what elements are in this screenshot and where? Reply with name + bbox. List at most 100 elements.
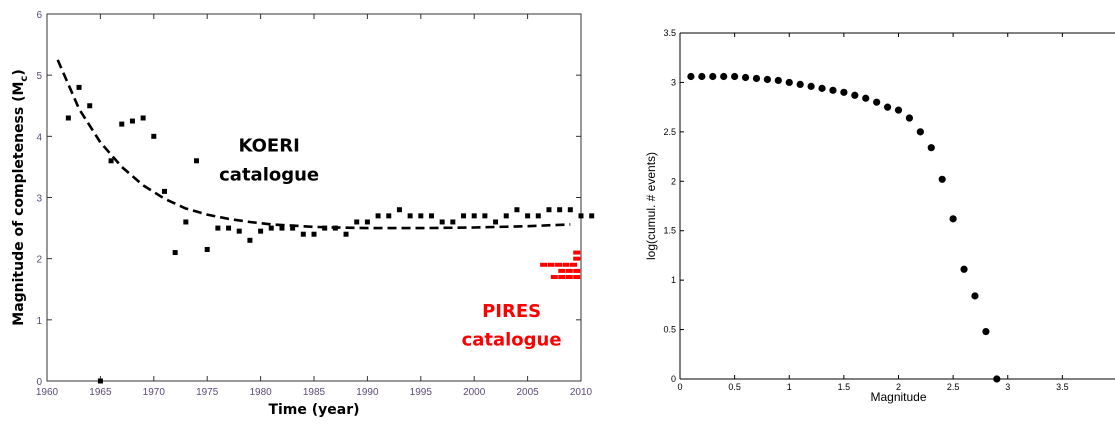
fit-curve <box>56 59 571 230</box>
x-tick-label: 1960 <box>36 387 59 398</box>
y-tick-label: 4 <box>36 132 42 143</box>
y-tick-label: 5 <box>36 71 42 82</box>
data-point <box>354 219 360 225</box>
data-point <box>567 207 573 213</box>
data-point <box>290 225 296 231</box>
data-point <box>386 213 392 219</box>
data-point <box>720 72 728 81</box>
data-point <box>960 265 968 273</box>
data-point <box>194 158 200 164</box>
data-point <box>300 231 306 237</box>
pires-point <box>565 268 573 273</box>
data-point <box>546 207 552 213</box>
data-point <box>268 225 274 231</box>
pires-point <box>555 262 563 267</box>
data-point <box>418 213 424 219</box>
data-point <box>407 213 413 219</box>
y-tick-label: 1.5 <box>663 226 676 236</box>
x-tick-label: 3.5 <box>1056 382 1069 392</box>
cumulative-chart: 0 0.5 1 1.5 2 2.5 3 3.5 0 0.5 1 1.5 2 2.5 3 3.5 Magnitud… <box>644 28 1115 404</box>
data-point <box>862 94 870 102</box>
data-point <box>493 219 499 225</box>
data-point <box>514 207 520 213</box>
x-axis-label: Magnitude <box>870 390 926 404</box>
data-point <box>785 78 793 87</box>
data-point <box>589 213 595 219</box>
data-point <box>535 213 541 219</box>
data-point <box>396 207 402 213</box>
data-point <box>818 84 826 92</box>
data-point <box>503 213 509 219</box>
y-axis-label-sub: c <box>19 76 30 82</box>
data-point <box>76 84 82 90</box>
x-tick-label: 0 <box>677 382 682 392</box>
x-tick-label: 2005 <box>516 387 539 398</box>
pires-point <box>573 256 581 261</box>
y-tick-label: 1 <box>671 275 676 285</box>
x-tick-label: 1965 <box>89 387 112 398</box>
data-point <box>938 175 946 183</box>
y-axis-label-main: Magnitude of completeness (M <box>11 82 27 326</box>
data-point <box>873 98 881 106</box>
x-tick-label: 2 <box>896 382 901 392</box>
data-point <box>151 133 157 139</box>
data-point <box>247 237 253 243</box>
y-tick-label: 0.5 <box>663 325 676 335</box>
data-point <box>364 219 370 225</box>
data-point <box>311 231 317 237</box>
data-point <box>741 73 750 82</box>
data-point <box>129 118 135 124</box>
x-tick-label: 1970 <box>143 387 166 398</box>
data-point <box>450 219 456 225</box>
data-point <box>883 103 892 111</box>
data-point <box>698 72 706 81</box>
pires-point <box>573 275 581 280</box>
data-point <box>140 115 146 121</box>
data-point <box>807 82 815 90</box>
y-tick-label: 3.5 <box>663 28 676 38</box>
data-point <box>982 327 990 336</box>
pires-point <box>558 275 566 280</box>
data-point <box>894 106 903 114</box>
x-tick-label: 1975 <box>196 387 219 398</box>
data-point <box>525 213 531 219</box>
data-point <box>971 292 979 300</box>
data-point <box>471 213 477 219</box>
data-point <box>87 103 93 109</box>
data-point <box>215 225 221 231</box>
data-point <box>731 72 739 81</box>
x-tick-label: 1995 <box>410 387 433 398</box>
pires-label-line2: catalogue <box>462 330 562 351</box>
pires-point <box>562 262 570 267</box>
x-axis-label: Time (year) <box>268 402 359 418</box>
y-tick-label: 3 <box>36 194 42 205</box>
x-tick-label: 2000 <box>463 387 486 398</box>
x-tick-label: 0.5 <box>728 382 741 392</box>
data-point <box>172 250 178 256</box>
data-point <box>774 76 782 85</box>
x-tick-label: 2.5 <box>947 382 960 392</box>
x-tick-label: 1 <box>787 382 792 392</box>
x-tick-label: 3 <box>1005 382 1010 392</box>
data-point <box>709 72 717 81</box>
data-point <box>428 213 434 219</box>
data-point <box>258 228 264 234</box>
y-tick-label: 1 <box>36 316 42 327</box>
pires-point <box>573 268 581 273</box>
data-point <box>108 158 114 164</box>
y-axis-label: Magnitude of completeness (Mc) <box>11 69 30 325</box>
data-point <box>65 115 71 121</box>
koeri-label-line1: KOERI <box>238 136 299 157</box>
plot-frame <box>46 13 582 382</box>
pires-label-line1: PIRES <box>482 301 541 322</box>
pires-point <box>547 262 555 267</box>
pires-point <box>565 275 573 280</box>
x-tick-label: 1985 <box>303 387 326 398</box>
data-point <box>461 213 467 219</box>
data-point <box>905 114 914 122</box>
data-point <box>752 74 761 83</box>
y-tick-label: 0 <box>36 377 42 388</box>
y-axis-label: log(cumul. # events) <box>644 152 658 260</box>
data-point <box>763 75 772 84</box>
